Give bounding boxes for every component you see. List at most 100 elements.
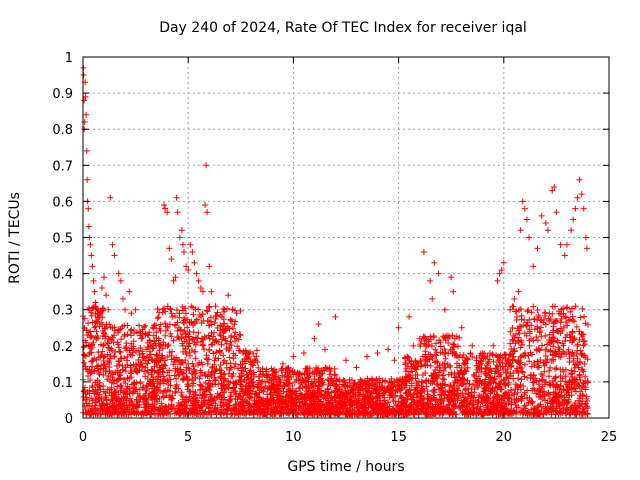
cloud-point bbox=[559, 340, 566, 347]
cloud-point bbox=[280, 410, 287, 417]
cloud-point bbox=[282, 404, 289, 411]
cloud-point bbox=[541, 368, 548, 375]
cloud-point bbox=[518, 376, 525, 383]
cloud-point bbox=[225, 378, 232, 385]
cloud-point bbox=[192, 355, 199, 362]
cloud-point bbox=[522, 352, 529, 359]
cloud-point bbox=[442, 334, 449, 341]
cloud-point bbox=[538, 324, 545, 331]
cloud-point bbox=[569, 305, 575, 312]
cloud-point bbox=[81, 324, 88, 331]
cloud-point bbox=[193, 318, 200, 325]
cloud-point bbox=[220, 402, 227, 409]
cloud-point bbox=[537, 357, 544, 364]
cloud-point bbox=[153, 361, 160, 368]
data-point bbox=[374, 350, 381, 357]
cloud-point bbox=[351, 409, 358, 416]
data-point bbox=[172, 274, 179, 281]
cloud-point bbox=[179, 303, 186, 310]
cloud-point bbox=[422, 348, 429, 355]
cloud-point bbox=[208, 321, 215, 328]
cloud-point bbox=[172, 388, 179, 395]
data-point bbox=[91, 288, 98, 295]
cloud-point bbox=[308, 410, 315, 417]
cloud-point bbox=[575, 364, 582, 371]
cloud-point bbox=[431, 410, 438, 417]
cloud-point bbox=[449, 410, 456, 417]
cloud-point bbox=[563, 391, 570, 398]
cloud-point bbox=[129, 400, 136, 407]
cloud-point bbox=[228, 318, 235, 325]
cloud-point bbox=[101, 353, 108, 360]
cloud-point bbox=[211, 357, 218, 364]
cloud-point bbox=[238, 367, 245, 374]
cloud-point bbox=[118, 385, 125, 392]
cloud-point bbox=[555, 394, 562, 401]
data-point bbox=[202, 202, 209, 209]
cloud-point bbox=[336, 395, 343, 402]
cloud-point bbox=[231, 405, 238, 412]
cloud-point bbox=[113, 407, 120, 414]
cloud-point bbox=[430, 334, 437, 341]
cloud-point bbox=[159, 411, 166, 418]
cloud-point bbox=[276, 403, 283, 410]
cloud-point bbox=[521, 316, 528, 323]
cloud-point bbox=[81, 352, 88, 359]
cloud-point bbox=[127, 370, 134, 377]
cloud-point bbox=[550, 329, 557, 336]
cloud-point bbox=[154, 305, 161, 312]
cloud-point bbox=[557, 378, 564, 385]
data-point bbox=[551, 183, 558, 190]
cloud-point bbox=[404, 395, 411, 402]
cloud-point bbox=[202, 372, 209, 379]
cloud-point bbox=[504, 365, 511, 372]
cloud-point bbox=[156, 357, 163, 364]
cloud-point bbox=[191, 401, 198, 408]
chart-title: Day 240 of 2024, Rate Of TEC Index for r… bbox=[159, 20, 527, 36]
cloud-point bbox=[297, 403, 304, 410]
cloud-point bbox=[166, 321, 173, 328]
cloud-point bbox=[305, 374, 312, 381]
cloud-point bbox=[167, 330, 174, 337]
y-tick-label: 0.6 bbox=[52, 195, 73, 210]
cloud-point bbox=[495, 357, 502, 364]
data-point bbox=[410, 342, 417, 349]
cloud-point bbox=[142, 322, 149, 329]
cloud-point bbox=[196, 410, 203, 417]
cloud-point bbox=[102, 368, 109, 375]
cloud-point bbox=[127, 395, 134, 402]
cloud-point bbox=[154, 369, 161, 376]
cloud-point bbox=[447, 346, 454, 353]
cloud-point bbox=[573, 411, 580, 418]
cloud-point bbox=[164, 353, 171, 360]
cloud-point bbox=[546, 331, 553, 338]
cloud-point bbox=[228, 389, 235, 396]
cloud-point bbox=[440, 398, 447, 405]
cloud-point bbox=[120, 389, 127, 396]
data-point bbox=[161, 202, 168, 209]
cloud-point bbox=[459, 381, 466, 388]
cloud-point bbox=[113, 393, 120, 400]
cloud-point bbox=[550, 405, 557, 412]
cloud-point bbox=[137, 344, 144, 351]
cloud-point bbox=[363, 409, 370, 416]
x-axis-label: GPS time / hours bbox=[287, 459, 404, 475]
cloud-point bbox=[534, 306, 541, 313]
data-point bbox=[128, 310, 135, 317]
cloud-point bbox=[298, 371, 305, 378]
cloud-point bbox=[167, 410, 174, 417]
cloud-point bbox=[422, 341, 429, 348]
cloud-point bbox=[90, 388, 97, 395]
cloud-point bbox=[179, 331, 186, 338]
cloud-point bbox=[509, 303, 516, 310]
cloud-point bbox=[196, 381, 203, 388]
cloud-point bbox=[119, 323, 126, 330]
data-point bbox=[521, 205, 528, 212]
cloud-point bbox=[212, 354, 219, 361]
cloud-point bbox=[121, 332, 128, 339]
cloud-point bbox=[569, 403, 576, 410]
cloud-point bbox=[528, 351, 535, 358]
cloud-point bbox=[513, 395, 520, 402]
cloud-point bbox=[495, 383, 502, 390]
